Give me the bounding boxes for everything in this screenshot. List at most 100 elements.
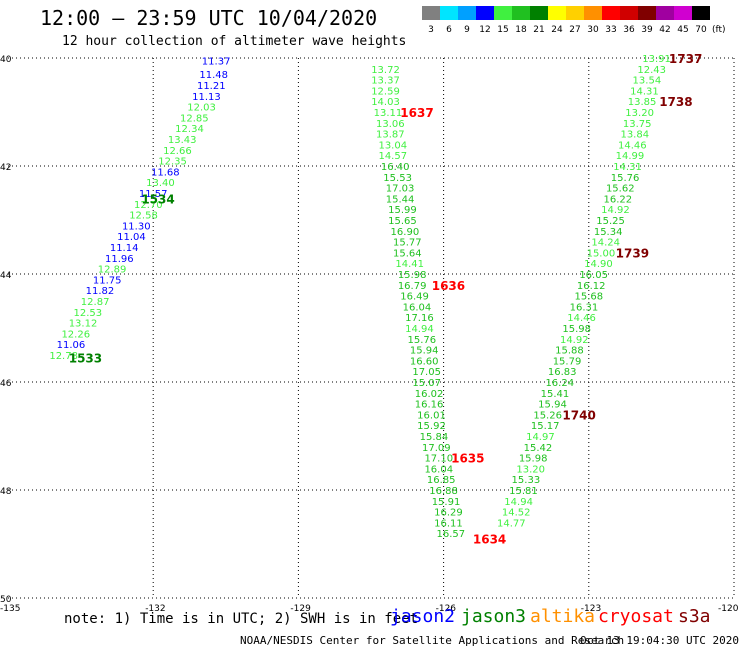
colorbar-label: 18 <box>515 25 527 35</box>
wave-height-value: 17.03 <box>386 184 415 195</box>
page-title: 12:00 — 23:59 UTC 10/04/2020 <box>40 6 378 30</box>
wave-height-value: 17.10 <box>424 454 453 465</box>
wave-height-value: 13.37 <box>371 76 400 87</box>
colorbar-label: 15 <box>497 25 508 35</box>
colorbar-swatch <box>602 6 620 20</box>
pass-time-label: 1634 <box>473 533 506 547</box>
wave-height-value: 14.90 <box>584 259 613 270</box>
colorbar-swatch <box>530 6 548 20</box>
wave-height-value: 16.02 <box>415 389 444 400</box>
wave-height-value: 13.20 <box>625 108 654 119</box>
wave-height-value: 15.25 <box>596 216 625 227</box>
wave-height-value: 15.34 <box>594 227 623 238</box>
wave-height-value: 12.59 <box>371 86 400 97</box>
wave-height-value: 17.16 <box>405 313 434 324</box>
longitude-label: -132 <box>145 604 165 614</box>
wave-height-value: 15.88 <box>555 346 584 357</box>
wave-height-value: 12.89 <box>98 265 127 276</box>
wave-height-value: 14.46 <box>618 140 647 151</box>
wave-height-value: 16.22 <box>604 194 633 205</box>
wave-height-value: 14.57 <box>378 151 407 162</box>
colorbar-swatch <box>674 6 692 20</box>
colorbar-label: 12 <box>479 25 490 35</box>
wave-height-value: 16.79 <box>398 281 427 292</box>
wave-height-value: 12.87 <box>81 297 110 308</box>
page-subtitle: 12 hour collection of altimeter wave hei… <box>62 34 407 49</box>
wave-height-value: 15.81 <box>509 486 538 497</box>
wave-height-value: 13.75 <box>623 119 652 130</box>
latitude-label: 46 <box>0 379 12 389</box>
pass-time-label: 1738 <box>659 95 692 109</box>
wave-height-value: 16.16 <box>415 400 444 411</box>
colorbar-swatch <box>440 6 458 20</box>
satellite-legend-cryosat: cryosat <box>598 606 674 627</box>
wave-height-value: 13.84 <box>620 130 649 141</box>
wave-height-value: 15.65 <box>388 216 417 227</box>
longitude-label: -123 <box>581 604 601 614</box>
wave-height-value: 14.46 <box>567 313 596 324</box>
latitude-label: 42 <box>0 163 11 173</box>
wave-height-value: 16.01 <box>417 410 446 421</box>
wave-height-value: 15.84 <box>420 432 449 443</box>
wave-height-value: 16.31 <box>570 302 599 313</box>
wave-height-value: 15.41 <box>541 389 570 400</box>
wave-height-value: 14.94 <box>405 324 434 335</box>
pass-time-label: 1635 <box>451 452 484 466</box>
wave-height-value: 16.40 <box>381 162 410 173</box>
wave-height-value: 13.40 <box>146 178 175 189</box>
colorbar-swatch <box>494 6 512 20</box>
longitude-label: -126 <box>436 604 457 614</box>
wave-height-value: 12.66 <box>163 146 192 157</box>
latitude-label: 44 <box>0 271 12 281</box>
wave-height-value: 15.07 <box>412 378 441 389</box>
wave-height-value: 16.05 <box>579 270 608 281</box>
wave-height-value: 14.31 <box>613 162 642 173</box>
colorbar-swatch <box>458 6 476 20</box>
wave-height-value: 17.09 <box>422 443 451 454</box>
wave-height-value: 14.99 <box>616 151 645 162</box>
wave-height-value: 15.17 <box>531 421 560 432</box>
wave-height-value: 16.24 <box>545 378 574 389</box>
wave-height-value: 16.04 <box>424 464 453 475</box>
colorbar-swatch <box>584 6 602 20</box>
wave-height-value: 11.68 <box>151 167 180 178</box>
wave-height-value: 11.37 <box>202 57 231 68</box>
wave-height-value: 13.54 <box>633 76 662 87</box>
wave-height-value: 15.44 <box>386 194 415 205</box>
colorbar-swatch <box>656 6 674 20</box>
wave-height-value: 12.35 <box>158 157 187 168</box>
satellite-legend-altika: altika <box>530 606 596 627</box>
wave-height-value: 11.75 <box>93 275 122 286</box>
wave-height-value: 16.49 <box>400 292 429 303</box>
wave-height-value: 16.83 <box>548 367 577 378</box>
satellite-legend-s3a: s3a <box>678 606 711 627</box>
wave-height-value: 15.64 <box>393 248 422 259</box>
wave-height-value: 12.78 <box>49 351 78 362</box>
wave-height-value: 15.76 <box>407 335 436 346</box>
colorbar-label: 70 <box>695 25 707 35</box>
wave-height-value: 11.30 <box>122 221 151 232</box>
wave-height-value: 15.79 <box>553 356 582 367</box>
wave-height-value: 13.11 <box>374 108 403 119</box>
wave-height-value: 16.90 <box>391 227 420 238</box>
wave-height-value: 15.92 <box>417 421 446 432</box>
colorbar-label: 21 <box>533 25 544 35</box>
wave-height-value: 11.14 <box>110 243 139 254</box>
wave-height-value: 16.29 <box>434 508 463 519</box>
colorbar-label: 39 <box>641 25 653 35</box>
wave-height-value: 11.57 <box>139 189 168 200</box>
wave-height-value: 12.85 <box>180 113 209 124</box>
wave-height-value: 11.82 <box>86 286 115 297</box>
wave-height-value: 13.43 <box>168 135 197 146</box>
wave-height-value: 16.88 <box>429 486 458 497</box>
latitude-label: 40 <box>0 55 12 65</box>
wave-height-value: 16.85 <box>427 475 456 486</box>
wave-height-value: 14.52 <box>502 508 531 519</box>
wave-height-value: 11.48 <box>199 70 228 81</box>
longitude-label: -120 <box>718 604 739 614</box>
wave-height-value: 11.21 <box>197 81 226 92</box>
wave-height-value: 16.11 <box>434 518 463 529</box>
wave-height-value: 15.26 <box>533 410 562 421</box>
pass-time-label: 1636 <box>432 279 465 293</box>
